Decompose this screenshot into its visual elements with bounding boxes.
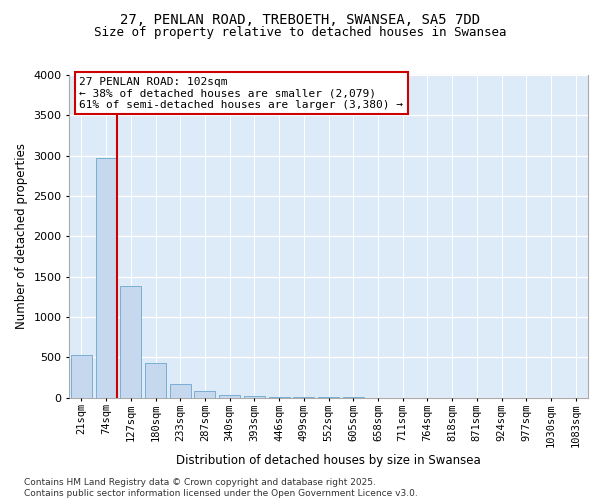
Bar — [194, 391, 215, 398]
Text: 27 PENLAN ROAD: 102sqm
← 38% of detached houses are smaller (2,079)
61% of semi-: 27 PENLAN ROAD: 102sqm ← 38% of detached… — [79, 76, 403, 110]
Bar — [219, 395, 240, 398]
Bar — [244, 396, 265, 398]
Text: 27, PENLAN ROAD, TREBOETH, SWANSEA, SA5 7DD: 27, PENLAN ROAD, TREBOETH, SWANSEA, SA5 … — [120, 12, 480, 26]
Bar — [95, 158, 116, 398]
Text: Contains HM Land Registry data © Crown copyright and database right 2025.
Contai: Contains HM Land Registry data © Crown c… — [24, 478, 418, 498]
Bar — [120, 286, 141, 398]
Text: Size of property relative to detached houses in Swansea: Size of property relative to detached ho… — [94, 26, 506, 39]
Bar — [145, 363, 166, 398]
X-axis label: Distribution of detached houses by size in Swansea: Distribution of detached houses by size … — [176, 454, 481, 467]
Y-axis label: Number of detached properties: Number of detached properties — [14, 143, 28, 329]
Bar — [170, 384, 191, 398]
Bar — [71, 355, 92, 398]
